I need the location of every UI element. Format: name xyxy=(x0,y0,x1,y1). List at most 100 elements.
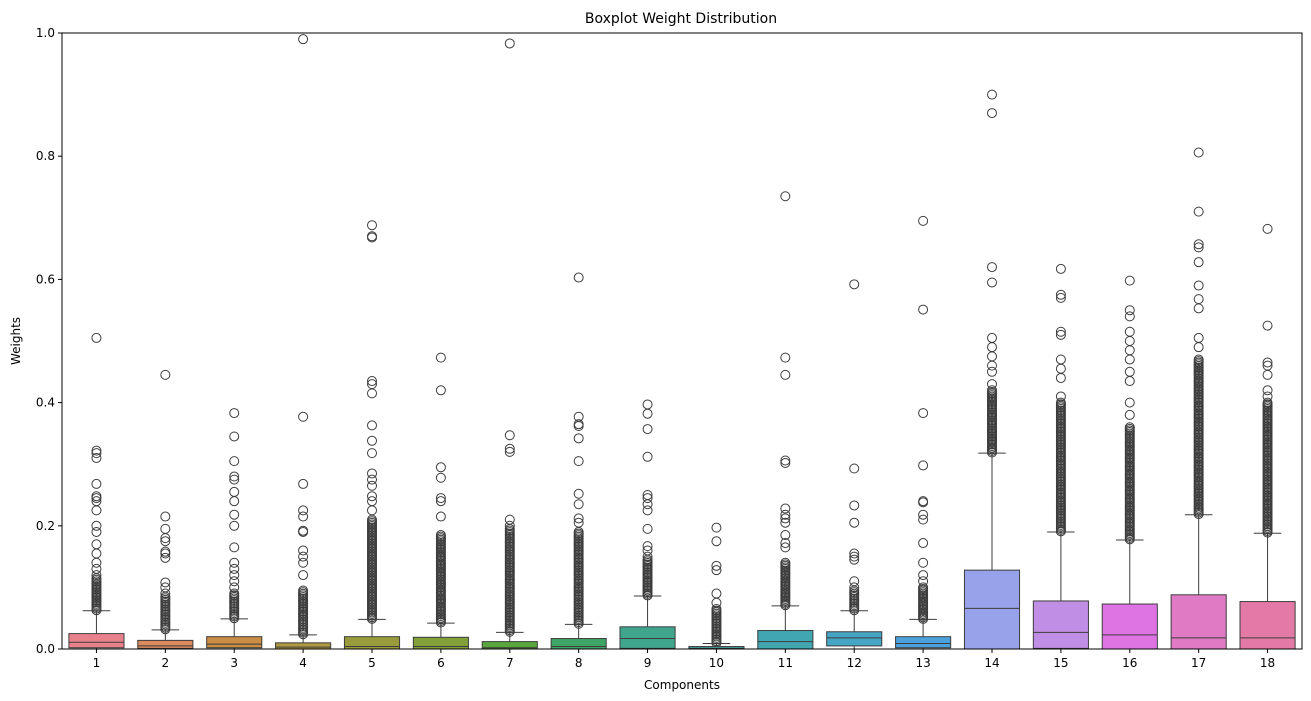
x-tick-label: 9 xyxy=(644,656,652,670)
outlier-point xyxy=(298,557,309,568)
box-iqr xyxy=(275,642,332,650)
outlier-point xyxy=(1055,263,1066,274)
outlier-point xyxy=(573,433,584,444)
outlier-point xyxy=(229,474,240,485)
outlier-point xyxy=(987,332,997,343)
outlier-point xyxy=(1262,360,1273,371)
outlier-point xyxy=(1055,391,1066,402)
x-tick-label: 1 xyxy=(93,656,101,670)
outlier-point xyxy=(918,570,929,581)
x-tick-label: 4 xyxy=(299,656,307,670)
outlier-point xyxy=(229,520,240,531)
outlier-point xyxy=(918,304,929,315)
box-group-4 xyxy=(275,34,332,650)
y-axis: 0.0 0.2 0.4 0.6 0.8 1.0 xyxy=(36,26,62,656)
outlier-point xyxy=(1055,397,1066,408)
outlier-point xyxy=(849,463,860,474)
box-group-14 xyxy=(963,89,1021,650)
y-tick-label: 1.0 xyxy=(36,26,55,40)
outlier-point xyxy=(780,513,791,524)
outlier-point xyxy=(91,478,102,489)
outlier-point xyxy=(987,262,997,273)
x-tick-label: 16 xyxy=(1122,656,1137,670)
outlier-point xyxy=(1055,372,1066,383)
x-tick-label: 13 xyxy=(915,656,930,670)
box-group-11 xyxy=(757,191,814,650)
outlier-point xyxy=(367,220,377,231)
outlier-point xyxy=(849,548,860,559)
outlier-point xyxy=(160,536,171,547)
outlier-point xyxy=(160,523,171,534)
outlier-point xyxy=(573,513,584,524)
outlier-point xyxy=(1193,332,1204,343)
outlier-point xyxy=(298,570,309,581)
outlier-point xyxy=(91,526,102,537)
x-tick-label: 6 xyxy=(437,656,445,670)
outlier-point xyxy=(987,360,997,371)
outlier-point xyxy=(229,588,240,599)
outlier-point xyxy=(849,582,860,593)
box-iqr xyxy=(137,639,194,649)
outlier-point xyxy=(918,509,929,520)
outlier-point xyxy=(298,585,309,596)
outlier-point xyxy=(1193,342,1204,353)
outlier-point xyxy=(298,525,309,536)
box-iqr xyxy=(1101,603,1158,650)
outlier-point xyxy=(642,451,653,462)
chart-title: Boxplot Weight Distribution xyxy=(585,11,777,27)
box-group-17 xyxy=(1170,147,1227,650)
outlier-point xyxy=(642,505,653,516)
outlier-point xyxy=(91,539,102,550)
outlier-point xyxy=(780,352,791,363)
outlier-point xyxy=(711,565,722,576)
outlier-point xyxy=(298,545,309,556)
x-tick-label: 15 xyxy=(1053,656,1068,670)
outlier-point xyxy=(918,576,929,587)
outlier-point xyxy=(780,509,791,520)
outlier-point xyxy=(642,399,653,410)
x-tick-label: 3 xyxy=(230,656,238,670)
outlier-point xyxy=(229,582,240,593)
outlier-point xyxy=(1124,305,1135,316)
outlier-point xyxy=(229,408,240,419)
box-group-13 xyxy=(895,215,952,649)
outlier-point xyxy=(367,480,377,491)
outlier-point xyxy=(504,520,515,531)
outlier-point xyxy=(435,472,446,483)
outlier-point xyxy=(642,490,653,500)
x-tick-label: 18 xyxy=(1260,656,1275,670)
outlier-point xyxy=(91,332,102,343)
outlier-point xyxy=(367,435,377,446)
outlier-point xyxy=(849,517,860,528)
outlier-point xyxy=(91,520,102,531)
outlier-point xyxy=(1193,242,1204,253)
outlier-point xyxy=(435,493,446,504)
outlier-point xyxy=(573,488,584,499)
outlier-point xyxy=(91,448,102,459)
outlier-point xyxy=(91,570,102,581)
outlier-point xyxy=(1193,239,1204,250)
outlier-point xyxy=(987,342,997,353)
outlier-point xyxy=(229,576,240,587)
outlier-point xyxy=(367,496,377,507)
outlier-point xyxy=(1124,422,1135,433)
outlier-point xyxy=(91,496,102,507)
outlier-point xyxy=(642,493,653,504)
outlier-point xyxy=(780,455,791,466)
outlier-point xyxy=(918,557,929,568)
box-group-12 xyxy=(826,279,883,649)
x-tick-label: 5 xyxy=(368,656,376,670)
x-axis: 1 2 3 4 5 6 7 8 9 10 11 12 13 14 15 16 17 18 xyxy=(93,649,1275,670)
y-tick-label: 0.2 xyxy=(36,519,55,533)
outlier-point xyxy=(1124,345,1135,356)
box-group-2 xyxy=(137,369,194,649)
outlier-point xyxy=(367,505,377,516)
x-tick-label: 8 xyxy=(575,656,583,670)
outlier-point xyxy=(780,191,791,202)
outlier-point xyxy=(780,538,791,549)
outlier-point xyxy=(573,411,584,422)
outlier-point xyxy=(504,514,515,525)
outlier-point xyxy=(504,443,515,454)
outlier-point xyxy=(435,496,446,507)
